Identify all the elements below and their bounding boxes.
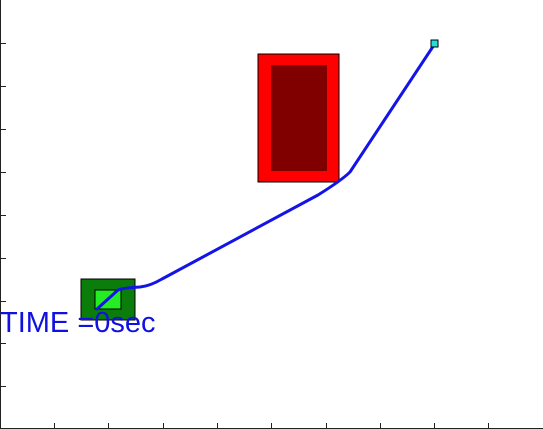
cyan-square-icon <box>430 39 439 48</box>
y-axis-ticks <box>0 43 6 387</box>
time-value: 0 <box>94 307 111 339</box>
time-label: TIME =0sec <box>0 305 156 341</box>
trajectory-path <box>95 43 436 311</box>
time-prefix: TIME = <box>0 307 95 339</box>
time-unit: sec <box>110 307 156 339</box>
x-axis-ticks <box>54 423 489 429</box>
obstacle-inner <box>271 65 327 171</box>
obstacle <box>257 53 340 183</box>
